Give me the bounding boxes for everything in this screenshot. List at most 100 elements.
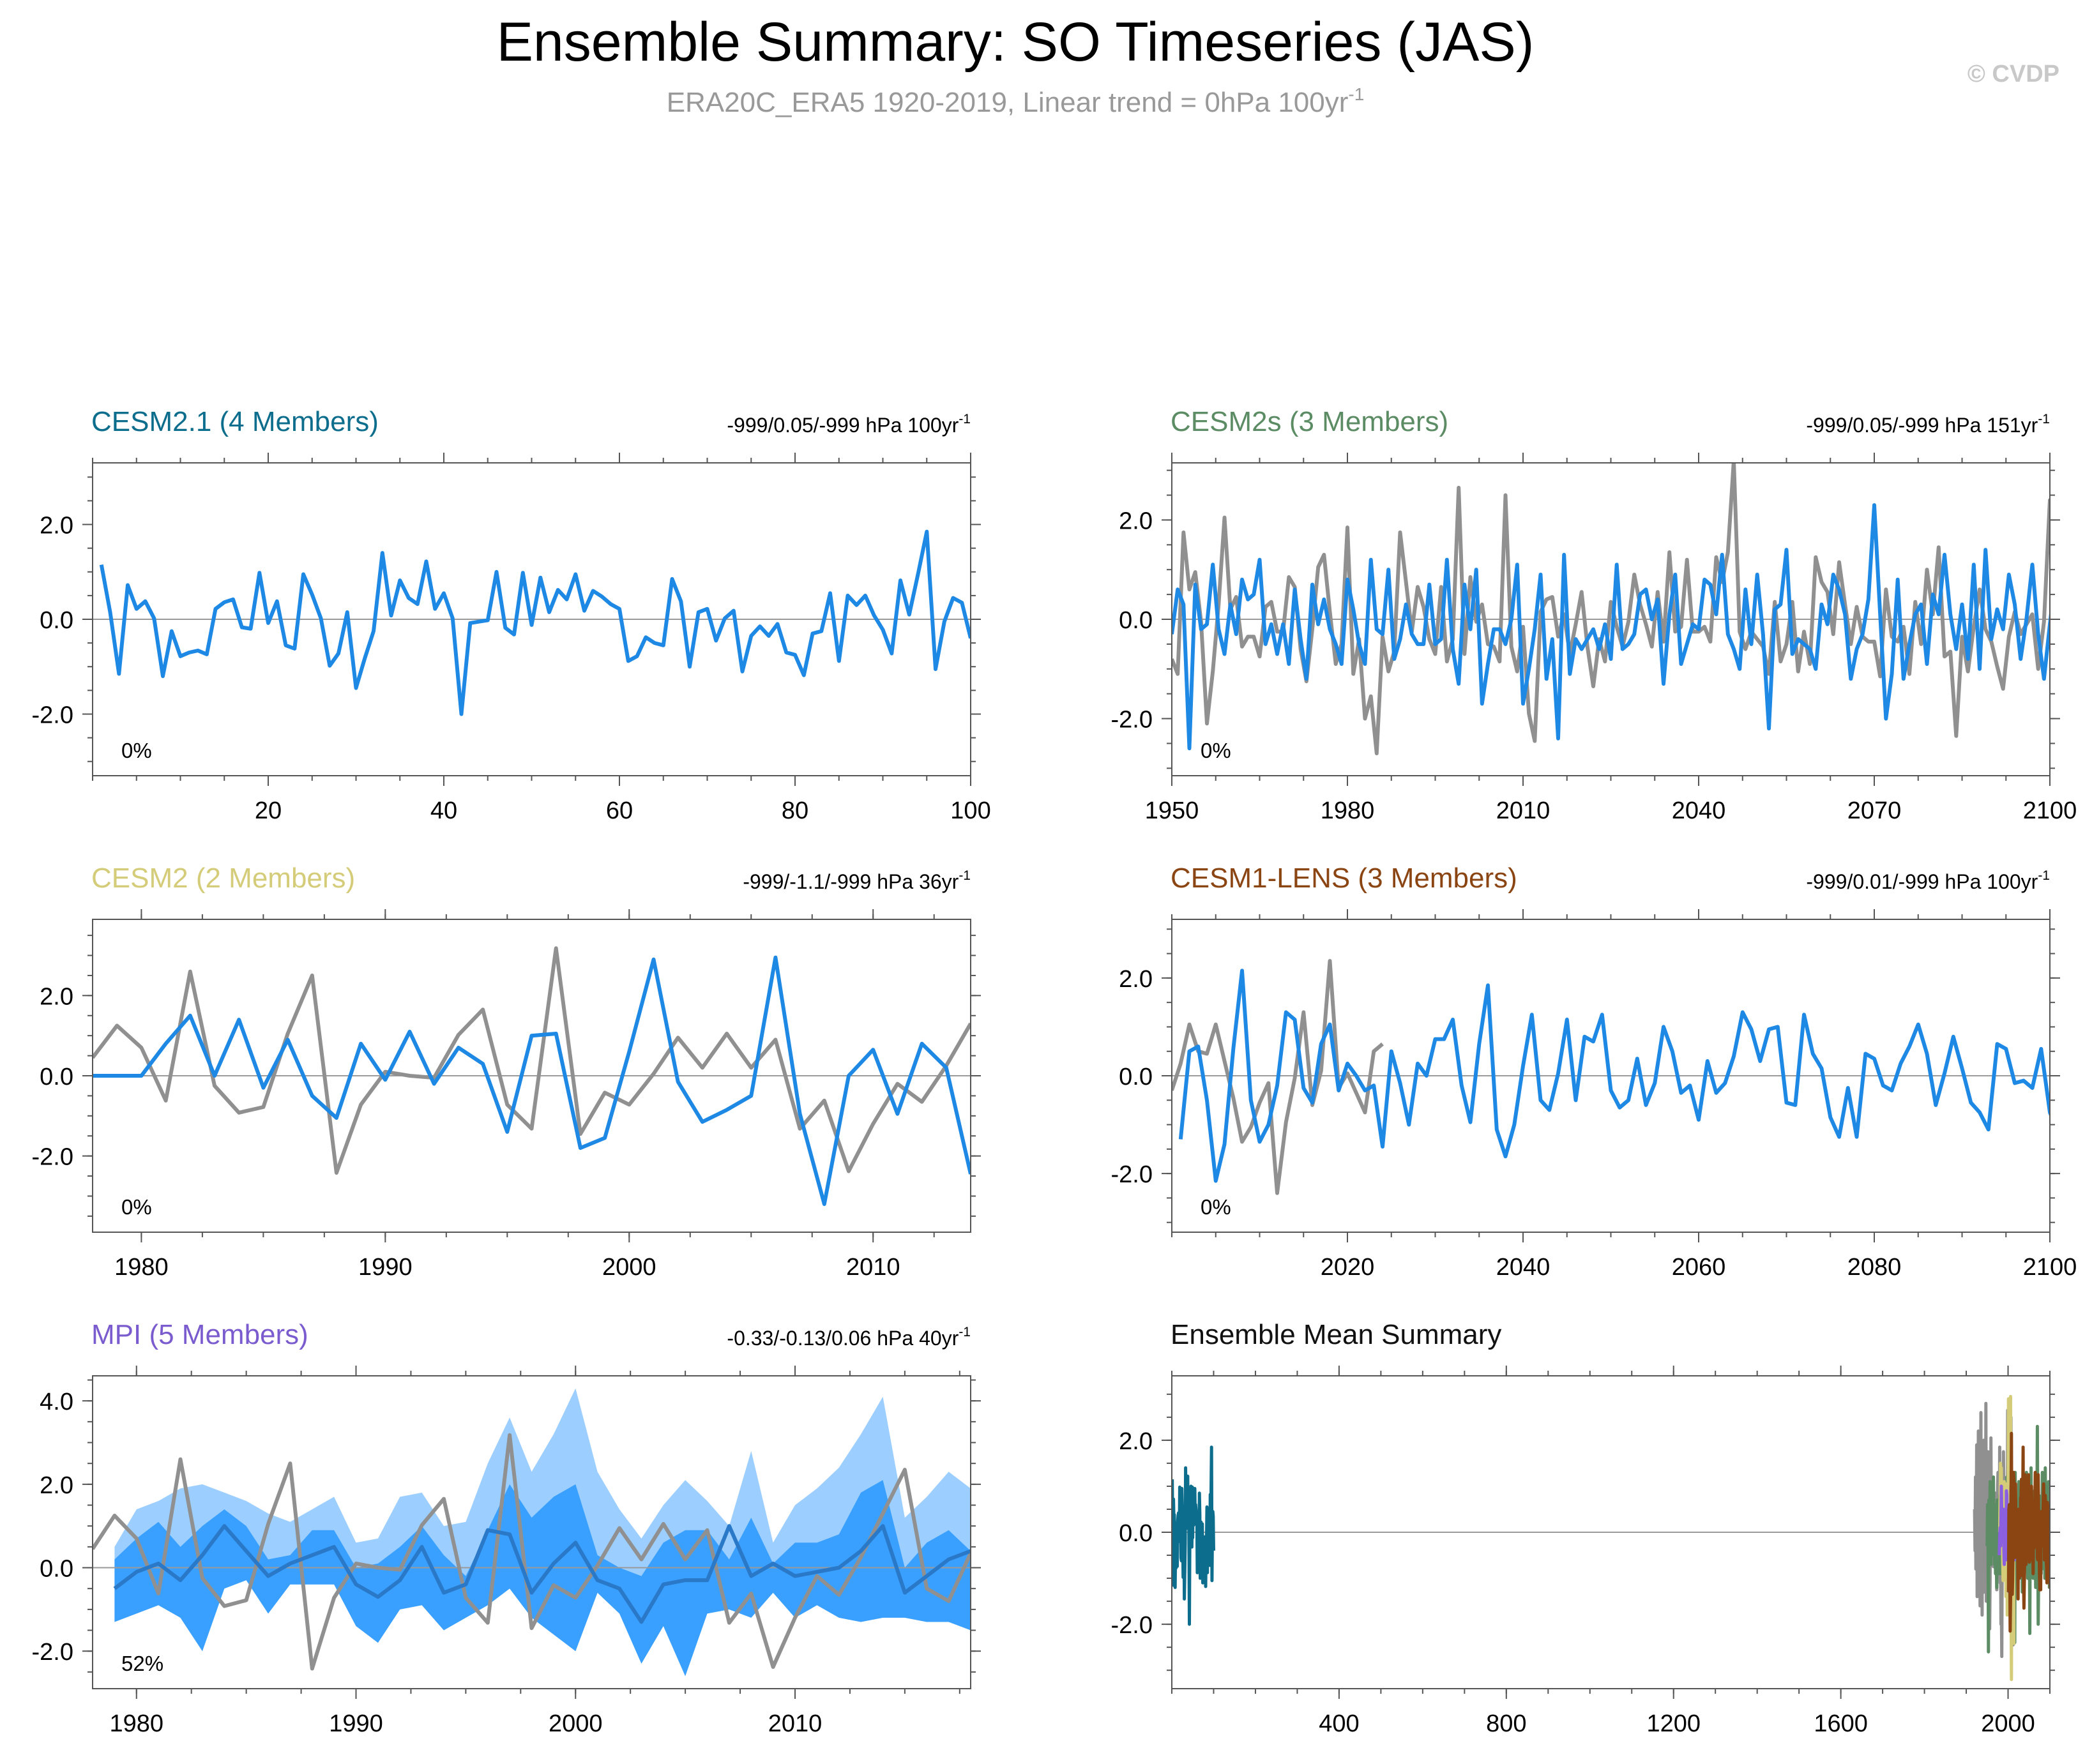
series-line-cesm1-lens	[2006, 1431, 2050, 1633]
x-tick-label: 2000	[1981, 1710, 2035, 1737]
panel-cesm1lens: 2020 2040 2060 2080 2100 -2.0 0.0 2.0 CESM1-LENS…	[1111, 863, 2077, 1281]
x-tick-label: 2100	[2023, 1254, 2077, 1281]
panel-stats-sup: -1	[959, 412, 971, 426]
y-tick-label: -2.0	[32, 1144, 73, 1171]
y-tick-label: 0.0	[1119, 1064, 1153, 1090]
panel-cesm21: 20 40 60 80 100 -2.0 0.0 2.0 CESM2.1 (4 Members)…	[32, 406, 991, 824]
y-tick-label: -2.0	[1111, 707, 1153, 734]
plot-area	[93, 529, 971, 716]
plot-area	[93, 946, 971, 1206]
x-tick-label: 1990	[329, 1710, 383, 1737]
y-tick-label: 0.0	[40, 1064, 73, 1090]
series-line-member	[99, 529, 971, 716]
x-tick-label: 2080	[1847, 1254, 1902, 1281]
series-line-ensemble-mean	[113, 1524, 971, 1624]
panel-percent: 52%	[121, 1652, 163, 1675]
plot-area	[1172, 1394, 2050, 1682]
x-tick-label: 1950	[1145, 797, 1199, 824]
series-line-observed	[93, 946, 971, 1175]
panel-percent: 0%	[121, 1195, 152, 1219]
panel-title: CESM2s (3 Members)	[1171, 406, 1448, 437]
panel-stats: -999/0.05/-999 hPa 100yr-1	[727, 412, 971, 437]
panel-stats: -999/0.05/-999 hPa 151yr-1	[1806, 412, 2050, 437]
panel-title: CESM2 (2 Members)	[91, 863, 355, 894]
x-tick-label: 1600	[1814, 1710, 1868, 1737]
x-tick-label: 400	[1319, 1710, 1359, 1737]
y-tick-label: 2.0	[1119, 966, 1153, 993]
series-line-member	[93, 955, 971, 1206]
y-tick-label: 4.0	[40, 1389, 73, 1415]
panel-stats: -999/0.01/-999 hPa 100yr-1	[1806, 868, 2050, 893]
y-tick-label: 2.0	[1119, 1428, 1153, 1455]
y-tick-label: -2.0	[32, 1639, 73, 1666]
x-tick-label: 2010	[846, 1254, 900, 1281]
panel-percent: 0%	[121, 739, 152, 762]
y-tick-label: 2.0	[40, 983, 73, 1010]
series-line-observed	[1172, 959, 1384, 1195]
series-line-observed	[93, 1433, 971, 1671]
panel-stats-sup: -1	[2038, 412, 2050, 426]
series-line-member	[1172, 503, 2050, 751]
panel-stats: -0.33/-0.13/0.06 hPa 40yr-1	[727, 1325, 971, 1350]
x-tick-label: 1980	[114, 1254, 169, 1281]
y-tick-label: 0.0	[40, 1556, 73, 1583]
plot-area	[93, 1388, 971, 1677]
series-line-observed	[1172, 463, 2050, 755]
x-tick-label: 1990	[358, 1254, 413, 1281]
page-subtitle-sup: -1	[1348, 84, 1364, 104]
y-tick-label: 2.0	[1119, 508, 1153, 534]
series-line-member	[1178, 969, 2050, 1183]
panel-stats: -999/-1.1/-999 hPa 36yr-1	[743, 868, 971, 893]
panel-stats-text: -999/0.05/-999 hPa 100yr	[727, 414, 959, 437]
panel-stats-text: -999/0.01/-999 hPa 100yr	[1806, 870, 2038, 893]
page-subtitle: ERA20C_ERA5 1920-2019, Linear trend = 0h…	[667, 84, 1365, 118]
x-tick-label: 2070	[1847, 797, 1902, 824]
copyright-label: © CVDP	[1967, 61, 2059, 87]
page-subtitle-text: ERA20C_ERA5 1920-2019, Linear trend = 0h…	[667, 87, 1349, 118]
x-tick-label: 800	[1486, 1710, 1526, 1737]
panel-stats-text: -999/0.05/-999 hPa 151yr	[1806, 414, 2038, 437]
y-tick-label: 0.0	[40, 607, 73, 634]
x-tick-label: 2040	[1672, 797, 1726, 824]
x-tick-label: 2010	[1496, 797, 1550, 824]
x-tick-label: 2100	[2023, 797, 2077, 824]
x-tick-label: 2060	[1672, 1254, 1726, 1281]
y-tick-label: 0.0	[1119, 1520, 1153, 1547]
x-tick-label: 80	[782, 797, 808, 824]
x-tick-label: 2020	[1321, 1254, 1375, 1281]
x-tick-label: 40	[430, 797, 457, 824]
y-tick-label: 2.0	[40, 1472, 73, 1499]
panel-percent: 0%	[1201, 1195, 1231, 1219]
panel-stats-sup: -1	[959, 868, 971, 883]
x-tick-label: 1980	[109, 1710, 163, 1737]
panel-title: MPI (5 Members)	[91, 1319, 308, 1350]
y-tick-label: 0.0	[1119, 607, 1153, 634]
panel-stats-text: -0.33/-0.13/0.06 hPa 40yr	[727, 1327, 959, 1350]
series-line-cesm2	[1998, 1394, 2016, 1682]
y-tick-label: -2.0	[1111, 1161, 1153, 1188]
x-tick-label: 2010	[768, 1710, 823, 1737]
plot-area	[1172, 463, 2050, 755]
panel-title: Ensemble Mean Summary	[1171, 1319, 1501, 1350]
panel-stats-sup: -1	[2038, 868, 2050, 883]
panel-ensemble_mean_summary: 400 800 1200 1600 2000 -2.0 0.0 2.0 Ensemble Mea…	[1111, 1319, 2060, 1737]
x-tick-label: 1980	[1321, 797, 1375, 824]
x-tick-label: 2040	[1496, 1254, 1550, 1281]
panel-title: CESM2.1 (4 Members)	[91, 406, 379, 437]
x-tick-label: 20	[255, 797, 282, 824]
panel-cesm2: 1980 1990 2000 2010 -2.0 0.0 2.0 CESM2 (2 Membe…	[32, 863, 981, 1281]
series-line-cesm2-1	[1172, 1445, 1215, 1626]
y-tick-label: -2.0	[32, 702, 73, 728]
plot-frame	[92, 1375, 971, 1689]
x-tick-label: 100	[950, 797, 990, 824]
y-tick-label: 2.0	[40, 513, 73, 539]
panel-mpi: 1980 1990 2000 2010 -2.0 0.0 2.0 4.0 MPI (5 Memb…	[32, 1319, 981, 1737]
x-tick-label: 2000	[602, 1254, 656, 1281]
panel-stats-text: -999/-1.1/-999 hPa 36yr	[743, 870, 959, 893]
x-tick-label: 60	[606, 797, 633, 824]
panel-stats-sup: -1	[959, 1325, 971, 1339]
panel-cesm2s: 1950 1980 2010 2040 2070 2100 -2.0 0.0 2.0 CESM2s…	[1111, 406, 2077, 824]
